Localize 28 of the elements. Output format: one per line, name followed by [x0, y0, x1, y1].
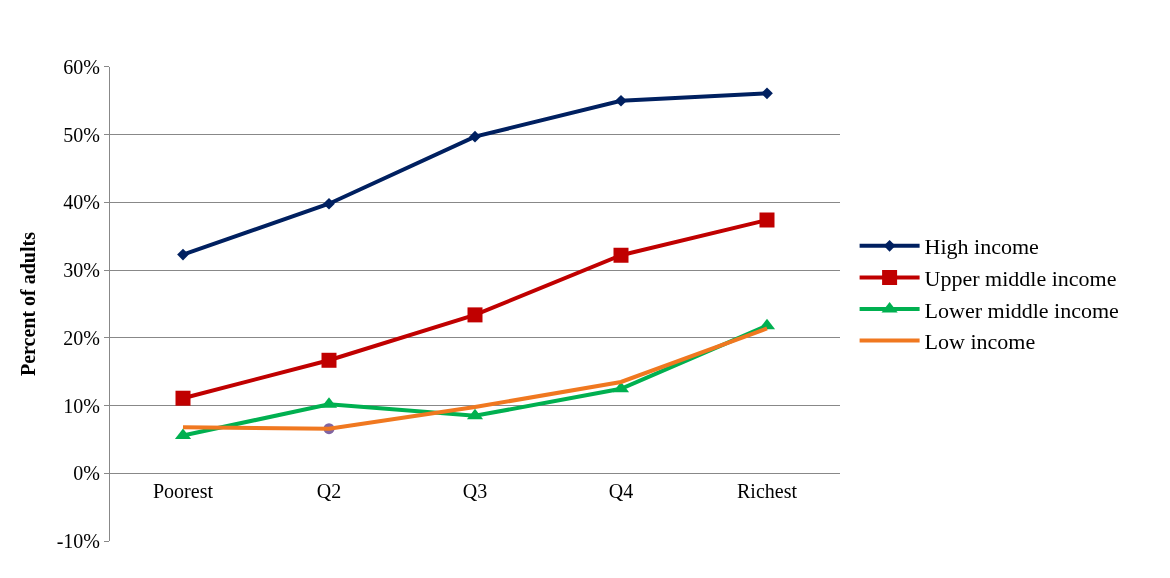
x-tick-label: Richest — [737, 480, 798, 503]
point — [175, 390, 191, 406]
y-tick-label: 60% — [63, 55, 100, 78]
y-tick-label: 30% — [63, 259, 100, 282]
y-axis-title: Percent of adults — [17, 231, 40, 377]
point — [615, 94, 627, 107]
point — [759, 212, 775, 228]
point — [177, 248, 189, 261]
x-tick-label: Q2 — [316, 480, 342, 503]
y-tick-label: 40% — [63, 191, 100, 214]
y-tick-label: 20% — [63, 326, 100, 349]
legend-label: Upper middle income — [924, 265, 1117, 291]
legend-label: High income — [924, 234, 1039, 260]
y-tick-label: 10% — [63, 394, 100, 417]
x-tick-label: Q3 — [462, 480, 488, 503]
y-tick-label: 0% — [73, 462, 100, 485]
point — [321, 352, 337, 368]
x-tick-label: Poorest — [153, 480, 214, 503]
point — [613, 247, 629, 263]
point — [467, 307, 483, 323]
y-tick-label: 50% — [63, 123, 100, 146]
point — [469, 130, 481, 143]
point — [761, 87, 773, 100]
point — [323, 197, 335, 210]
legend-label: Low income — [924, 329, 1036, 355]
x-tick-label: Q4 — [608, 480, 634, 503]
y-tick-label: -10% — [56, 530, 100, 553]
legend-label: Lower middle income — [924, 297, 1119, 323]
